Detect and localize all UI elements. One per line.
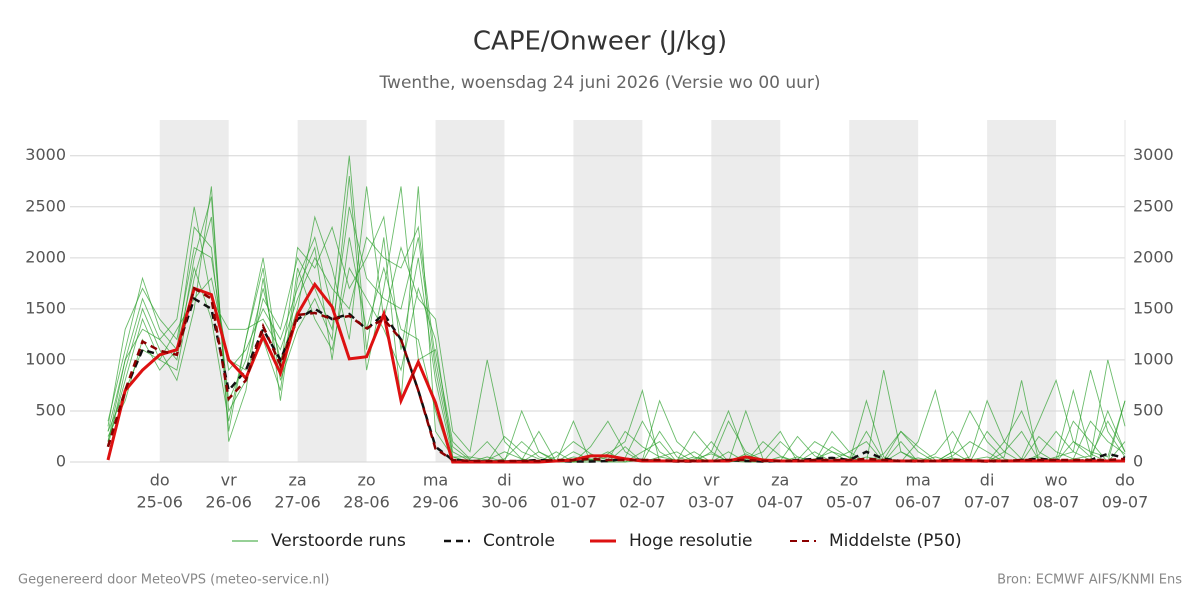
x-tick-weekday: vr	[703, 471, 719, 490]
x-tick-weekday: do	[1115, 471, 1135, 490]
y2-tick-label: 2000	[1133, 247, 1174, 266]
day-band	[573, 120, 643, 462]
y2-tick-label: 1500	[1133, 298, 1174, 317]
y2-tick-label: 0	[1133, 452, 1143, 471]
x-tick-date: 25-06	[136, 493, 183, 512]
x-tick-date: 07-07	[964, 493, 1011, 512]
x-tick-date: 02-07	[619, 493, 666, 512]
legend-label: Verstoorde runs	[271, 531, 406, 551]
series-line	[106, 296, 1126, 463]
y-tick-label: 500	[35, 400, 66, 419]
x-tick-weekday: zo	[840, 471, 858, 490]
y2-tick-label: 500	[1133, 400, 1164, 419]
x-tick-weekday: do	[150, 471, 170, 490]
day-band	[711, 120, 781, 462]
x-tick-weekday: za	[771, 471, 789, 490]
x-tick-weekday: ma	[905, 471, 930, 490]
footer-right: Bron: ECMWF AIFS/KNMI Ens	[997, 573, 1182, 588]
y-tick-label: 1500	[25, 298, 66, 317]
chart-subtitle: Twenthe, woensdag 24 juni 2026 (Versie w…	[378, 73, 820, 93]
y2-tick-label: 1000	[1133, 349, 1174, 368]
chart-title: CAPE/Onweer (J/kg)	[473, 27, 727, 57]
x-tick-weekday: vr	[221, 471, 237, 490]
day-band	[987, 120, 1057, 462]
x-tick-weekday: do	[632, 471, 652, 490]
x-tick-date: 27-06	[274, 493, 321, 512]
x-tick-date: 04-07	[757, 493, 804, 512]
legend-label: Controle	[483, 531, 555, 551]
x-tick-date: 06-07	[895, 493, 942, 512]
ensemble-line	[107, 237, 1126, 463]
x-tick-date: 08-07	[1033, 493, 1080, 512]
x-tick-date: 29-06	[412, 493, 459, 512]
x-tick-date: 30-06	[481, 493, 528, 512]
y2-tick-label: 2500	[1133, 196, 1174, 215]
x-tick-weekday: wo	[562, 471, 585, 490]
y-tick-label: 0	[56, 452, 66, 471]
x-tick-date: 03-07	[688, 493, 735, 512]
legend-label: Middelste (P50)	[829, 531, 962, 551]
series-line	[106, 286, 1126, 463]
x-tick-weekday: wo	[1045, 471, 1068, 490]
y-tick-label: 2000	[25, 247, 66, 266]
legend-label: Hoge resolutie	[629, 531, 753, 551]
y-tick-label: 2500	[25, 196, 66, 215]
x-tick-date: 28-06	[343, 493, 390, 512]
x-tick-weekday: ma	[423, 471, 448, 490]
ensemble-line	[107, 215, 1126, 463]
day-band	[849, 120, 919, 462]
day-band	[435, 120, 505, 462]
x-tick-weekday: zo	[357, 471, 375, 490]
x-tick-date: 01-07	[550, 493, 597, 512]
x-tick-date: 09-07	[1102, 493, 1149, 512]
x-tick-date: 05-07	[826, 493, 873, 512]
y2-tick-label: 3000	[1133, 145, 1174, 164]
x-tick-weekday: di	[980, 471, 995, 490]
footer-left: Gegenereerd door MeteoVPS (meteo-service…	[18, 573, 329, 588]
x-tick-weekday: za	[289, 471, 307, 490]
x-tick-weekday: di	[497, 471, 512, 490]
x-tick-date: 26-06	[205, 493, 252, 512]
y-tick-label: 3000	[25, 145, 66, 164]
y-tick-label: 1000	[25, 349, 66, 368]
